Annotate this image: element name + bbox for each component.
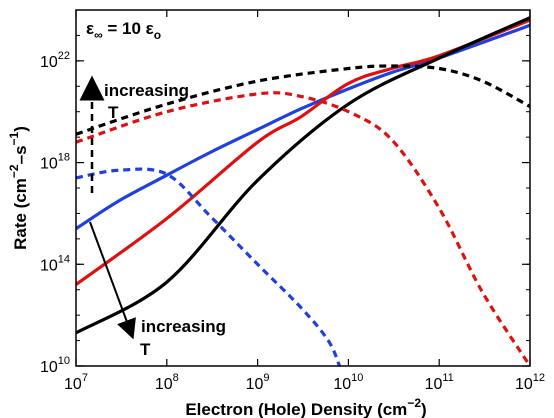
series-solid-0 (76, 23, 530, 231)
increasing-T-down-arrow (89, 221, 136, 340)
x-axis-label-sup: −2 (407, 396, 421, 410)
y-tick-label-1: 1014 (40, 253, 70, 274)
series-dashed-5 (76, 64, 530, 136)
y-axis-label-post: ) (11, 126, 30, 132)
x-tick-label-5: 1012 (515, 372, 545, 393)
y-axis-label-sup1: −2 (7, 164, 21, 178)
y-tick-label-3: 1022 (40, 50, 70, 71)
annotation-up-line2: T (108, 103, 119, 122)
epsilon-base: ε (86, 19, 94, 38)
y-tick-label-0: 1010 (40, 355, 70, 376)
x-tick-label-4: 1011 (425, 372, 454, 393)
epsilon-mid: = 10 (103, 19, 146, 38)
epsilon-tail-sub: o (154, 28, 161, 42)
series-solid-1 (76, 18, 530, 286)
y-axis-label-mid: –s (11, 145, 30, 164)
x-tick-label-3: 1010 (333, 372, 363, 393)
series-dashed-4 (76, 91, 530, 366)
series-solid-2 (76, 16, 530, 335)
x-axis-label: Electron (Hole) Density (cm−2) (185, 396, 426, 418)
series-dashed-3 (76, 167, 342, 366)
series-layer (76, 16, 530, 366)
x-tick-label-0: 107 (64, 372, 88, 393)
y-tick-label-2: 1018 (40, 152, 70, 173)
y-axis-label: Rate (cm−2–s−1) (7, 126, 30, 250)
x-axis-label-post: ) (421, 400, 427, 418)
epsilon-tail: ε (146, 19, 154, 38)
epsilon-annotation: ε∞ = 10 εo (86, 19, 161, 42)
x-axis-label-pre: Electron (Hole) Density (cm (185, 400, 407, 418)
x-tick-label-2: 109 (246, 372, 270, 393)
annotation-down-line1: increasing (141, 317, 226, 336)
annotation-down-line2: T (140, 340, 151, 359)
ticks-layer: 107 108 109 1010 1011 1012 1010 1014 1018 1022 (40, 9, 545, 393)
epsilon-sub: ∞ (94, 28, 103, 42)
annotation-up-line1: increasing (104, 81, 189, 100)
x-tick-label-1: 108 (155, 372, 179, 393)
y-axis-label-pre: Rate (cm (11, 178, 30, 250)
y-axis-label-sup2: −1 (7, 131, 21, 145)
